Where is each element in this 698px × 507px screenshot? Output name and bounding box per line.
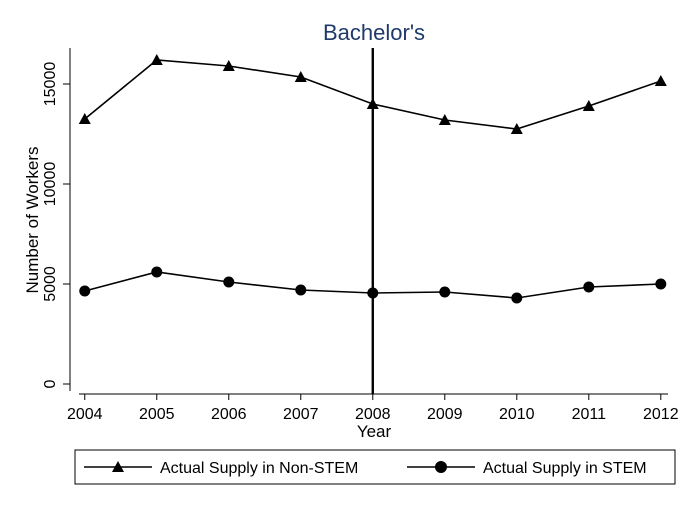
data-point-non-stem-2006: [222, 60, 235, 71]
x-tick-label: 2005: [139, 406, 175, 423]
legend-box: [74, 449, 676, 485]
legend-triangle-icon: [112, 461, 124, 472]
x-tick-label: 2010: [499, 406, 535, 423]
data-point-non-stem-2009: [438, 114, 451, 125]
data-point-non-stem-2007: [294, 71, 307, 82]
series-layer: [78, 54, 667, 304]
y-tick-label: 5000: [42, 266, 59, 302]
y-tick-label: 10000: [42, 162, 59, 207]
x-tick-label: 2007: [283, 406, 319, 423]
data-point-stem-2005: [151, 266, 163, 278]
y-tick-label: 15000: [42, 62, 59, 107]
data-point-non-stem-2008: [366, 98, 379, 109]
y-tick-label: 0: [42, 379, 59, 388]
legend: Actual Supply in Non-STEM Actual Supply …: [74, 449, 676, 485]
x-tick-label: 2011: [572, 406, 607, 423]
x-tick-label: 2006: [211, 406, 247, 423]
y-axis-title: Number of Workers: [23, 146, 42, 293]
chart-title: Bachelor's: [323, 20, 425, 45]
legend-label-non-stem: Actual Supply in Non-STEM: [160, 460, 358, 477]
data-point-non-stem-2004: [78, 113, 91, 124]
data-point-stem-2012: [655, 278, 667, 290]
x-tick-label: 2008: [355, 406, 391, 423]
x-axis-title: Year: [357, 422, 392, 441]
data-point-stem-2004: [79, 285, 91, 297]
data-point-stem-2010: [511, 292, 523, 304]
x-axis-ticks: 2004 2005 2006 2007 2008 2009 2010 2011 2012: [67, 394, 679, 423]
data-point-non-stem-2012: [654, 75, 667, 86]
data-point-non-stem-2011: [582, 100, 595, 111]
data-point-stem-2008: [367, 287, 379, 299]
y-axis-ticks: 0 5000 10000 15000: [42, 62, 70, 388]
legend-circle-icon: [435, 461, 447, 473]
data-point-stem-2006: [223, 276, 235, 288]
x-tick-label: 2009: [427, 406, 463, 423]
data-point-non-stem-2010: [510, 123, 523, 134]
x-tick-label: 2012: [643, 406, 679, 423]
data-point-stem-2011: [583, 281, 595, 293]
data-point-stem-2009: [439, 286, 451, 298]
x-tick-label: 2004: [67, 406, 103, 423]
data-point-non-stem-2005: [150, 54, 163, 65]
data-point-stem-2007: [295, 284, 307, 296]
legend-label-stem: Actual Supply in STEM: [483, 460, 647, 477]
